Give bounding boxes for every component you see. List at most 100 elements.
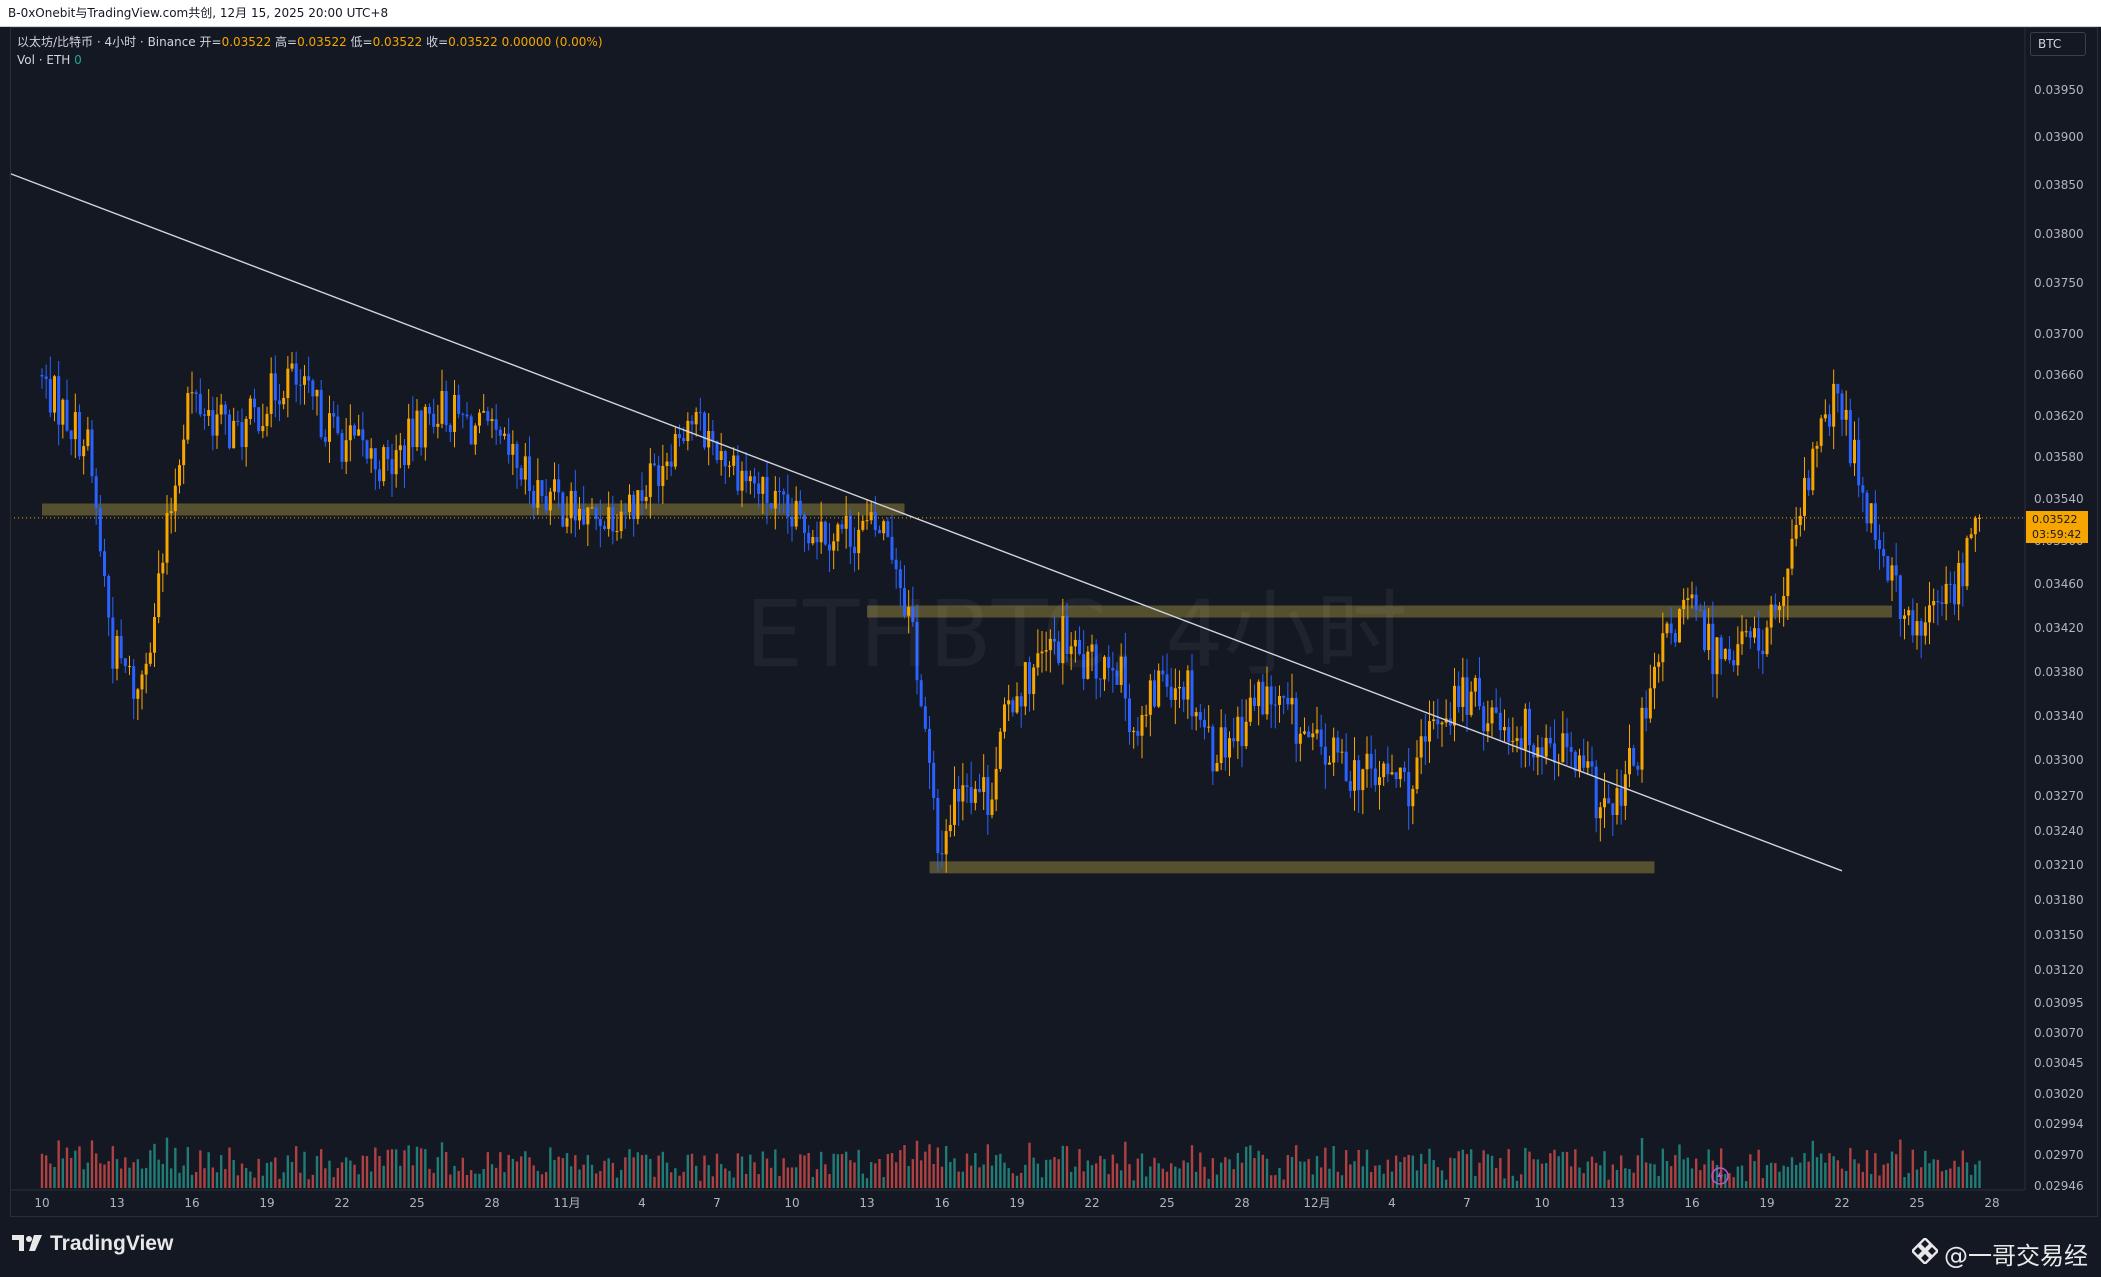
currency-unit-button[interactable]: BTC — [2030, 32, 2086, 56]
candle — [1390, 754, 1394, 776]
candle-body — [1436, 719, 1440, 725]
time-tick-label: 13 — [1609, 1196, 1624, 1210]
candle — [1648, 664, 1652, 723]
candle — [532, 485, 536, 520]
candle-body — [248, 398, 252, 419]
candle-body — [1069, 646, 1073, 655]
candle — [232, 407, 236, 449]
candle — [261, 403, 265, 439]
candle — [1461, 657, 1465, 722]
candle-body — [1215, 763, 1219, 772]
candle — [1703, 601, 1706, 653]
volume-bar — [1086, 1160, 1090, 1188]
candle — [548, 487, 552, 525]
time-axis[interactable]: 10 13 16 19 22 25 28 11月 4 7 10 13 16 19 22 25 28 12月 4 7 10… — [10, 1167, 2025, 1210]
volume-bar — [236, 1175, 240, 1188]
candle-body — [1086, 651, 1090, 679]
time-tick-label: 13 — [859, 1196, 874, 1210]
price-tick-label: 0.03270 — [2034, 789, 2084, 803]
candle — [1161, 655, 1165, 682]
volume-bar — [153, 1143, 156, 1188]
candle — [248, 395, 252, 425]
volume-bar — [1082, 1171, 1085, 1188]
candle — [890, 515, 894, 564]
tradingview-logo[interactable]: TradingView — [12, 1232, 173, 1256]
volume-label[interactable]: Vol · ETH — [17, 53, 71, 67]
chart-canvas[interactable]: 0.03950 0.03900 0.03850 0.03800 0.03750 0.037… — [0, 0, 2101, 1217]
volume-bar — [1028, 1142, 1031, 1188]
volume-bar — [278, 1178, 281, 1188]
volume-bar — [453, 1165, 456, 1188]
candle-body — [365, 440, 369, 459]
volume-bar — [536, 1170, 540, 1188]
candle-body — [653, 463, 656, 466]
candle-body — [73, 412, 77, 440]
candle — [1344, 733, 1348, 782]
share-header: B-0xOnebit与TradingView.com共创, 12月 15, 20… — [0, 0, 2101, 27]
candle-body — [207, 410, 211, 416]
price-tick-label: 0.03420 — [2034, 621, 2084, 635]
candle-body — [732, 455, 736, 466]
candle — [40, 368, 44, 389]
candle — [1132, 726, 1136, 749]
candle — [1357, 755, 1361, 814]
volume-bar — [1449, 1157, 1452, 1188]
volume-bar — [1932, 1159, 1935, 1188]
time-tick-label: 22 — [1834, 1196, 1849, 1210]
volume-bar — [1469, 1149, 1473, 1188]
candle — [948, 804, 952, 838]
candle-body — [1090, 644, 1094, 652]
candle-body — [1928, 605, 1931, 623]
time-tick-label: 16 — [934, 1196, 949, 1210]
volume-bar — [582, 1164, 585, 1188]
candle-body — [1273, 704, 1277, 706]
candle-body — [198, 393, 202, 415]
candle-body — [798, 500, 802, 515]
candle — [665, 452, 669, 480]
candle — [465, 401, 469, 420]
candle — [728, 461, 731, 478]
volume-bar — [128, 1167, 131, 1188]
candle-body — [257, 407, 261, 432]
candle-body — [1548, 737, 1552, 744]
candle — [578, 496, 581, 530]
candle — [832, 533, 836, 570]
candle — [219, 393, 223, 425]
candle-body — [1240, 716, 1244, 747]
volume-bar — [190, 1174, 194, 1188]
volume-bar — [1265, 1158, 1269, 1188]
candle — [1590, 746, 1594, 776]
candle — [486, 406, 490, 426]
candle-body — [840, 524, 844, 529]
candle — [753, 467, 756, 498]
candle — [182, 424, 186, 484]
volume-bar — [90, 1140, 94, 1188]
candle — [836, 522, 840, 552]
volume-bar — [953, 1158, 956, 1188]
candle-body — [1019, 696, 1023, 707]
candle — [565, 496, 569, 534]
candle-body — [294, 363, 298, 385]
candle-body — [423, 406, 427, 448]
volume-bar — [736, 1153, 740, 1188]
price-tick-label: 0.03460 — [2034, 577, 2084, 591]
candle-body — [1757, 628, 1761, 651]
candle-body — [1378, 777, 1381, 786]
volume-bar — [1161, 1168, 1165, 1188]
symbol-label[interactable]: 以太坊/比特币 · 4小时 · Binance — [17, 35, 196, 49]
candle — [65, 379, 69, 433]
price-tick-label: 0.03045 — [2034, 1056, 2084, 1070]
candle-body — [1857, 439, 1861, 486]
candle-body — [461, 413, 465, 415]
volume-bar — [1749, 1154, 1752, 1188]
volume-bar — [1457, 1151, 1460, 1188]
candle-body — [1578, 755, 1581, 772]
candle-body — [561, 492, 565, 527]
candle-body — [98, 508, 102, 552]
candle — [778, 477, 781, 514]
candle — [840, 519, 844, 534]
candle — [782, 488, 786, 514]
volume-bar — [649, 1158, 652, 1188]
volume-bar — [1349, 1164, 1352, 1188]
candle-body — [65, 399, 69, 431]
